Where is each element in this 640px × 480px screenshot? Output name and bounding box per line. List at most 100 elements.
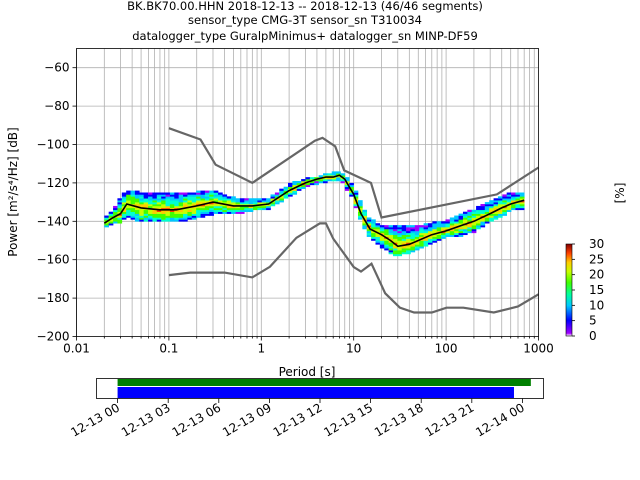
psd-heatmap-cell [362, 221, 368, 224]
psd-heatmap-cell [467, 228, 473, 232]
psd-heatmap-cell [371, 238, 376, 241]
psd-heatmap-cell [423, 238, 429, 241]
psd-heatmap-cell [349, 192, 354, 195]
psd-heatmap-cell [130, 217, 136, 220]
psd-heatmap-cell [489, 219, 494, 222]
psd-heatmap-cell [427, 242, 433, 245]
psd-heatmap-cell [445, 223, 451, 226]
psd-heatmap-cell [261, 207, 267, 211]
psd-heatmap-cell [113, 219, 118, 222]
psd-heatmap-cell [410, 234, 416, 237]
psd-heatmap-cell [384, 242, 389, 245]
psd-heatmap-cell [274, 194, 280, 197]
psd-heatmap-cell [235, 202, 241, 205]
psd-heatmap-cell [506, 209, 512, 212]
psd-heatmap-cell [134, 209, 140, 212]
psd-heatmap-cell [445, 234, 451, 237]
psd-heatmap-cell [209, 209, 214, 212]
psd-heatmap-cell [397, 250, 403, 253]
psd-heatmap-cell [392, 238, 398, 241]
psd-heatmap-cell [248, 207, 254, 211]
psd-heatmap-cell [104, 215, 109, 218]
psd-heatmap-cell [209, 200, 214, 203]
psd-heatmap-cell [121, 202, 127, 205]
psd-heatmap-cell [226, 211, 232, 214]
psd-heatmap-cell [414, 232, 420, 236]
psd-heatmap-cell [134, 198, 140, 201]
psd-heatmap-cell [414, 227, 420, 230]
psd-heatmap-cell [222, 209, 228, 212]
psd-heatmap-cell [515, 198, 521, 201]
psd-heatmap-cell [279, 196, 284, 199]
psd-heatmap-cell [148, 213, 153, 216]
psd-heatmap-cell [156, 194, 162, 197]
psd-heatmap-cell [419, 230, 424, 234]
psd-heatmap-cell [178, 198, 184, 201]
psd-heatmap-cell [423, 232, 429, 236]
psd-heatmap-cell [104, 225, 109, 228]
psd-heatmap-cell [187, 207, 193, 211]
psd-heatmap-cell [218, 196, 223, 199]
psd-heatmap-cell [231, 207, 236, 211]
psd-heatmap-cell [322, 179, 328, 182]
psd-heatmap-cell [349, 186, 354, 189]
psd-heatmap-cell [427, 236, 433, 239]
psd-heatmap-cell [121, 213, 127, 216]
psd-heatmap-cell [117, 217, 123, 220]
psd-heatmap-cell [121, 217, 127, 220]
psd-heatmap-cell [130, 205, 136, 209]
psd-heatmap-cell [104, 219, 109, 222]
psd-heatmap-cell [169, 200, 175, 203]
psd-heatmap-cell [283, 192, 289, 195]
psd-heatmap-cell [388, 236, 394, 239]
psd-heatmap-cell [156, 196, 162, 199]
psd-heatmap-cell [336, 179, 341, 182]
psd-heatmap-cell [353, 194, 359, 197]
psd-heatmap-cell [174, 215, 179, 218]
psd-heatmap-cell [336, 175, 341, 178]
psd-heatmap-cell [410, 248, 416, 251]
psd-heatmap-cell [392, 244, 398, 247]
time-tick-label: 12-13 18 [372, 400, 426, 439]
psd-heatmap-cell [366, 228, 372, 232]
colorbar-tick-label: 10 [589, 298, 604, 312]
psd-heatmap-cell [336, 173, 341, 176]
psd-heatmap-cell [436, 221, 442, 224]
psd-heatmap-cell [248, 198, 254, 201]
psd-heatmap-cell [108, 211, 114, 214]
psd-heatmap-cell [454, 227, 459, 230]
psd-heatmap-cell [134, 190, 140, 193]
psd-heatmap-cell [209, 190, 214, 193]
psd-heatmap-cell [235, 207, 241, 211]
psd-heatmap-cell [121, 211, 127, 214]
psd-heatmap-cell [388, 230, 394, 234]
psd-heatmap-cell [406, 228, 411, 232]
psd-heatmap-cell [449, 221, 455, 224]
psd-heatmap-cell [183, 215, 188, 218]
colorbar-gradient [565, 243, 573, 337]
psd-heatmap-cell [126, 202, 131, 205]
psd-heatmap-cell [331, 179, 337, 182]
psd-heatmap-cell [497, 205, 503, 209]
psd-heatmap-cell [183, 211, 188, 214]
psd-heatmap-cell [410, 246, 416, 249]
psd-heatmap-cell [489, 209, 494, 212]
psd-heatmap-cell [270, 196, 276, 199]
psd-heatmap-cell [419, 225, 424, 228]
psd-heatmap-cell [392, 230, 398, 234]
psd-heatmap-cell [239, 202, 245, 205]
psd-heatmap-cell [436, 236, 442, 239]
psd-heatmap-cell [388, 242, 394, 245]
psd-heatmap-cell [375, 242, 381, 245]
psd-heatmap-cell [489, 217, 494, 220]
psd-heatmap-cell [126, 194, 131, 197]
psd-heatmap-cell [257, 200, 263, 203]
psd-heatmap-cell [432, 223, 438, 226]
psd-heatmap-cell [165, 194, 171, 197]
psd-heatmap-cell [253, 198, 258, 201]
psd-heatmap-cell [222, 211, 228, 214]
psd-heatmap-cell [419, 244, 424, 247]
psd-heatmap-cell [156, 198, 162, 201]
psd-heatmap-cell [471, 221, 477, 224]
psd-heatmap-cell [218, 205, 223, 209]
